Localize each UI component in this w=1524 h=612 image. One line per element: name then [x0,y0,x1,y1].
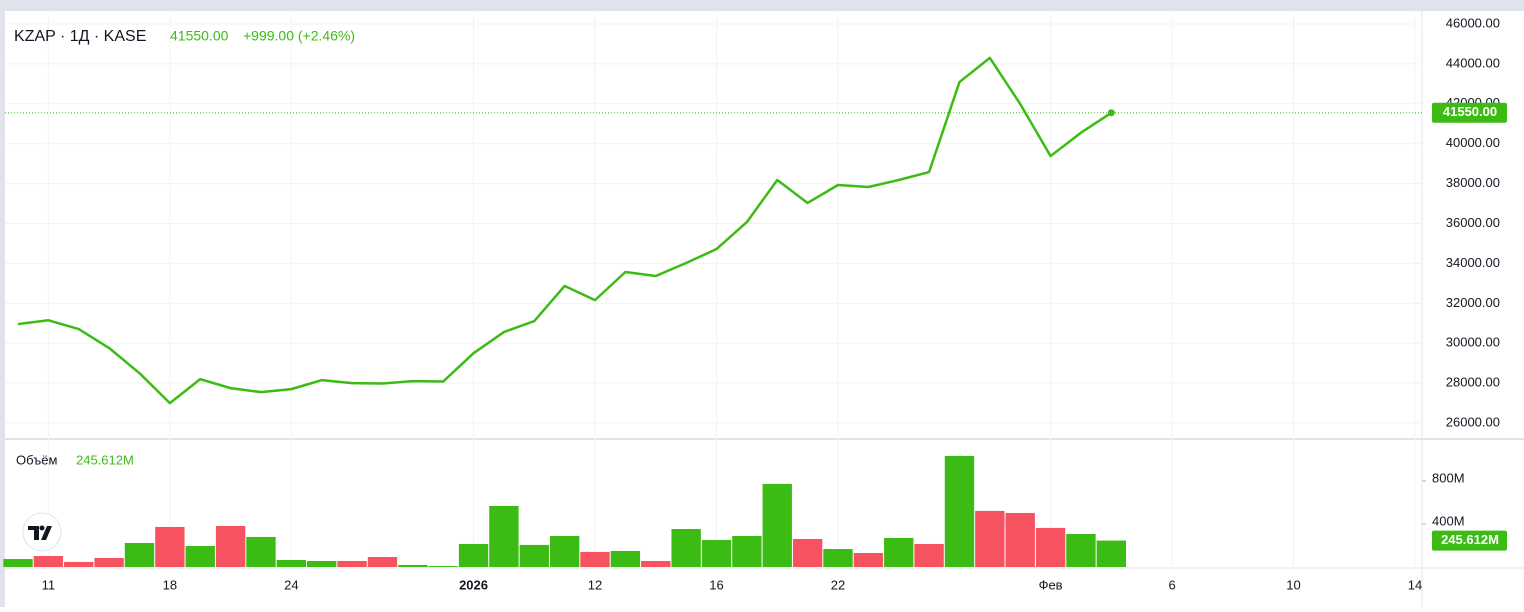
volume-bar [1005,512,1035,567]
volume-tag-label: 245.612M [1441,532,1499,547]
y-tick-label: 34000.00 [1446,255,1500,270]
y-tick-label: 44000.00 [1446,55,1500,70]
volume-bar [3,559,33,567]
volume-bar [64,561,94,567]
volume-bar [276,560,307,567]
marks [3,56,1422,567]
volume-bar [428,566,458,567]
grid [5,15,1426,567]
volume-bar [215,525,246,567]
volume-bar [671,529,701,567]
x-tick-label: 22 [831,577,845,592]
price-change: +999.00 (+2.46%) [243,28,355,44]
volume-bar [1096,540,1127,567]
y-tick-label: 46000.00 [1446,15,1500,30]
volume-bar [610,550,641,567]
y-tick-label: 38000.00 [1446,175,1500,190]
volume-bar [124,542,155,567]
price-tag [1432,102,1507,123]
volume-bar [975,510,1005,567]
y-tick-label: 26000.00 [1446,414,1500,429]
left-border [0,0,5,607]
y-tick-label: 40000.00 [1446,135,1500,150]
x-tick-label: 24 [284,577,298,592]
x-tick-label: 12 [588,577,602,592]
volume-bar [458,543,489,567]
volume-bar [549,536,580,567]
volume-bar [580,551,610,567]
volume-bar [762,483,792,567]
y-tick-label: 400M [1432,513,1465,528]
price-line [17,56,1113,405]
volume-bar [823,549,853,567]
x-tick-label: 6 [1168,577,1175,592]
volume-bar [185,546,215,567]
y-tick-label: 28000.00 [1446,375,1500,390]
volume-title: Объём [16,452,57,467]
x-tick-label: 11 [42,577,56,592]
volume-bar [489,505,519,567]
y-tick-label: 30000.00 [1446,335,1500,350]
y-tick-label: 36000.00 [1446,215,1500,230]
symbol-title: KZAP · 1Д · KASE [14,28,146,45]
volume-bar [853,553,884,567]
volume-bar [732,536,762,567]
volume-tag [1432,530,1507,551]
volume-bar [398,564,428,567]
y-tick-label: 800M [1432,470,1465,485]
last-price: 41550.00 [170,28,229,44]
last-point [1107,109,1115,117]
volume-bar [367,556,398,567]
volume-bar [914,543,944,567]
volume-bar [94,557,124,567]
volume-bar [337,560,367,567]
volume-bar [1066,533,1096,567]
tv-logo [22,512,62,552]
x-tick-label: 16 [709,577,723,592]
x-tick-label: 2026 [459,577,488,592]
volume-last: 245.612M [76,452,134,467]
top-border [0,0,1524,11]
volume-bar [307,560,337,567]
volume-bar [944,455,975,567]
y-tick-label: 32000.00 [1446,295,1500,310]
volume-bar [792,539,823,567]
price-tag-label: 41550.00 [1443,104,1497,119]
volume-bar [701,539,732,567]
x-tick-label: 14 [1408,577,1422,592]
volume-bar [246,536,276,567]
volume-bar [155,526,185,567]
volume-bar [641,560,671,567]
x-tick-label: Фев [1039,577,1063,592]
x-tick-label: 10 [1286,577,1300,592]
volume-bar [33,556,64,567]
volume-bar [519,544,549,567]
x-tick-label: 18 [163,577,177,592]
volume-bar [1035,527,1066,567]
volume-bar [884,537,914,567]
